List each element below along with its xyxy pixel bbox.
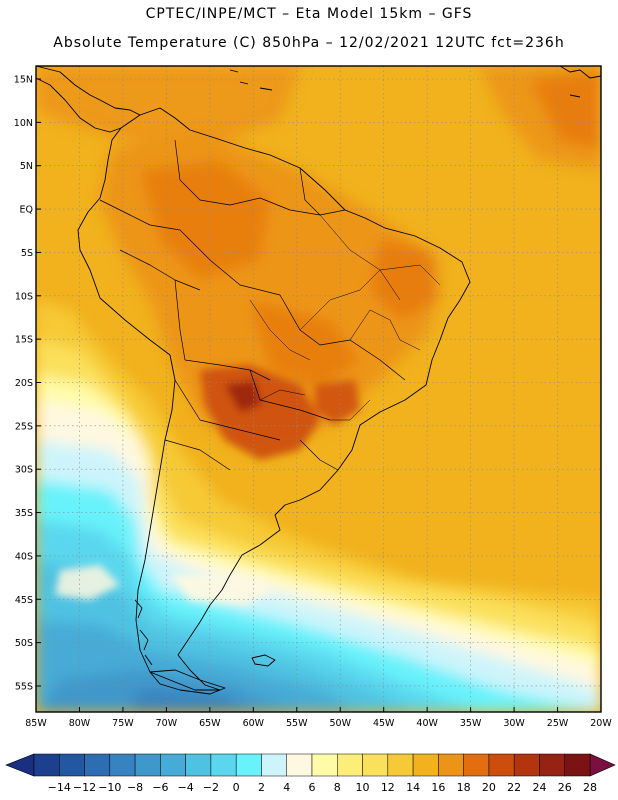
- colorbar-label: 12: [381, 781, 395, 794]
- lat-tick-label: 15N: [14, 75, 33, 86]
- lat-tick-label: 50S: [15, 638, 33, 649]
- south-america-coastline: [77, 107, 471, 691]
- lon-tick-label: 55W: [286, 718, 308, 729]
- colorbar-swatch: [84, 753, 111, 777]
- colorbar-swatch: [412, 753, 439, 777]
- lat-tick-label: 15S: [15, 335, 33, 346]
- colorbar-swatch: [185, 753, 212, 777]
- falkland-islands: [251, 654, 276, 667]
- colorbar-label: −14: [48, 781, 71, 794]
- colorbar-label: 26: [558, 781, 572, 794]
- lon-tick-label: 80W: [69, 718, 91, 729]
- lon-tick-label: 70W: [156, 718, 178, 729]
- colorbar-label: −10: [98, 781, 121, 794]
- lon-tick-label: 20W: [590, 718, 612, 729]
- colorbar-swatch: [59, 753, 85, 777]
- lat-tick-label: 40S: [15, 551, 33, 562]
- lat-tick-label: 45S: [15, 595, 33, 606]
- colorbar-swatch: [438, 753, 464, 777]
- lon-tick-label: 35W: [460, 718, 482, 729]
- lat-tick-label: 55S: [15, 681, 33, 692]
- colorbar-swatch: [337, 753, 363, 777]
- tierra-del-fuego: [149, 669, 226, 695]
- lon-tick-label: 45W: [373, 718, 395, 729]
- state-borders: [249, 214, 441, 421]
- colorbar-swatch: [286, 753, 313, 777]
- colorbar-swatch: [261, 753, 287, 777]
- colorbar-swatch: [488, 753, 515, 777]
- colorbar-swatch: [33, 753, 60, 777]
- colorbar-label: 24: [532, 781, 546, 794]
- colorbar-label: 20: [482, 781, 496, 794]
- colorbar-swatch: [134, 753, 161, 777]
- lat-tick-label: 10S: [15, 291, 33, 302]
- central-america-coastline: [35, 77, 122, 133]
- lat-tick-label: 35S: [15, 508, 33, 519]
- caribbean-islands: [229, 69, 581, 98]
- lon-tick-label: 65W: [199, 718, 221, 729]
- colorbar-right-arrow: [589, 753, 616, 777]
- colorbar-label: 2: [258, 781, 265, 794]
- lon-tick-label: 60W: [243, 718, 265, 729]
- colorbar-label: −4: [178, 781, 194, 794]
- colorbar-label: 6: [309, 781, 316, 794]
- colorbar-label: 16: [431, 781, 445, 794]
- temperature-field: [36, 66, 601, 712]
- colorbar-swatch: [210, 753, 237, 777]
- lon-tick-label: 50W: [329, 718, 351, 729]
- lat-tick-label: 5N: [20, 161, 33, 172]
- colorbar-swatch: [160, 753, 186, 777]
- map-frame: [35, 65, 602, 713]
- lon-tick-label: 75W: [112, 718, 134, 729]
- lat-tick-label: 25S: [15, 421, 33, 432]
- caribbean-coastline: [35, 65, 141, 116]
- colorbar-label: 10: [356, 781, 370, 794]
- country-borders: [99, 139, 406, 471]
- colorbar-swatch: [109, 753, 136, 777]
- colorbar-label: 8: [334, 781, 341, 794]
- chile-islands: [134, 599, 153, 666]
- lon-tick-label: 40W: [416, 718, 438, 729]
- colorbar-label: 14: [406, 781, 420, 794]
- lat-tick-label: EQ: [20, 205, 33, 216]
- colorbar-label: 22: [507, 781, 521, 794]
- longitude-labels: 85W 80W 75W 70W 65W 60W 55W 50W 45W 40W 35W 30W 25W 2…: [25, 707, 612, 729]
- color-legend: −14 −12 −10 −8 −6 −4 −2 0 2 4 6 8 10 12 14 16 18 20 22 24 26…: [5, 753, 616, 794]
- chart-title-line-1: CPTEC/INPE/MCT – Eta Model 15km – GFS: [145, 6, 473, 22]
- latitude-labels: 15N 10N 5N EQ 5S 10S 15S 20S 25S 30S 35S 40S 45S 50S 5…: [14, 75, 41, 692]
- colorbar-label: −8: [127, 781, 143, 794]
- lat-tick-label: 10N: [14, 118, 33, 129]
- lon-tick-label: 30W: [503, 718, 525, 729]
- lat-tick-label: 5S: [21, 248, 33, 259]
- colorbar-swatch: [235, 753, 262, 777]
- colorbar-label: −12: [73, 781, 96, 794]
- north-africa-coast: [559, 65, 602, 79]
- lat-tick-label: 30S: [15, 465, 33, 476]
- colorbar-label: 28: [583, 781, 597, 794]
- colorbar-swatch: [362, 753, 389, 777]
- coastlines: [35, 65, 602, 695]
- colorbar-swatch: [387, 753, 414, 777]
- colorbar-label: 4: [283, 781, 290, 794]
- colorbar-label: −2: [203, 781, 219, 794]
- lon-tick-label: 85W: [25, 718, 47, 729]
- colorbar-swatch: [311, 753, 338, 777]
- colorbar-left-arrow: [5, 753, 35, 777]
- colorbar-label: 0: [233, 781, 240, 794]
- colorbar-swatch: [513, 753, 540, 777]
- colorbar-label: −6: [152, 781, 168, 794]
- colorbar-swatch: [564, 753, 591, 777]
- colorbar-swatch: [463, 753, 490, 777]
- lon-tick-label: 25W: [547, 718, 569, 729]
- colorbar-swatch: [539, 753, 565, 777]
- lat-tick-label: 20S: [15, 378, 33, 389]
- chart-title-line-2: Absolute Temperature (C) 850hPa – 12/02/…: [53, 35, 565, 51]
- colorbar-label: 18: [457, 781, 471, 794]
